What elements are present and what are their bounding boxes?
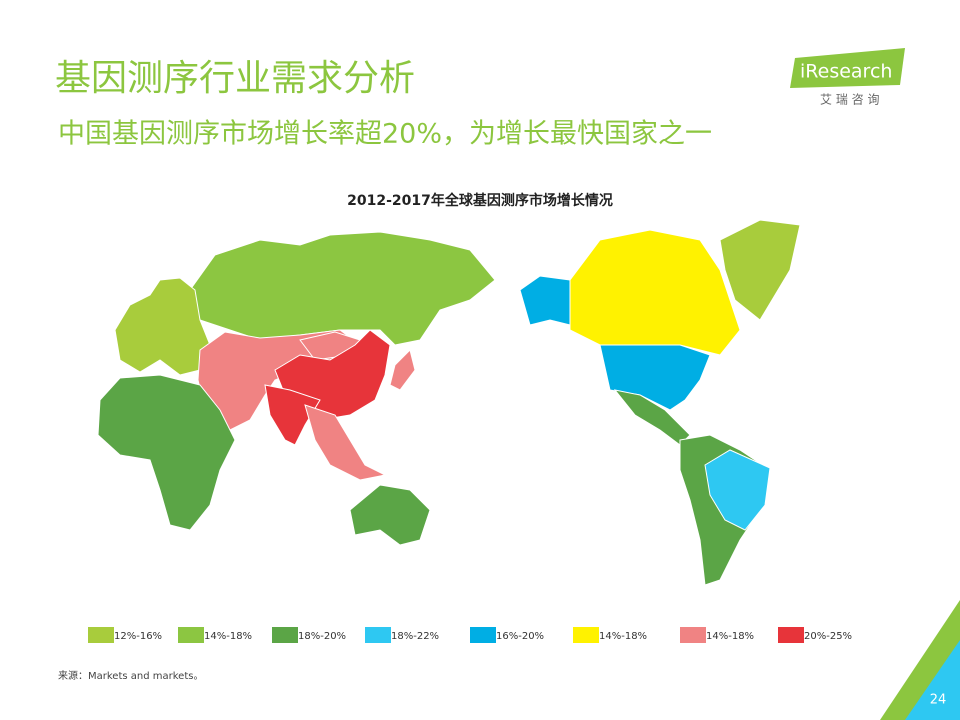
southeast-asia — [304, 404, 387, 481]
brazil — [704, 449, 771, 531]
legend-swatch — [178, 627, 204, 643]
russia — [189, 231, 496, 346]
legend-label: 18%-20% — [298, 631, 346, 642]
logo-tagline: 艾 瑞 咨 询 — [820, 92, 879, 107]
legend-label: 16%-20% — [496, 631, 544, 642]
legend-swatch — [88, 627, 114, 643]
legend-label: 12%-16% — [114, 631, 162, 642]
europe — [114, 277, 211, 376]
title: 基因测序行业需求分析 — [55, 58, 415, 99]
legend-label: 14%-18% — [599, 631, 647, 642]
logo-badge — [790, 48, 905, 88]
page-number: 24 — [930, 693, 947, 708]
legend-swatch — [365, 627, 391, 643]
subtitle: 中国基因测序市场增长率超20%，为增长最快国家之一 — [58, 119, 712, 150]
corner-deco-blue — [905, 640, 960, 720]
legend-label: 14%-18% — [204, 631, 252, 642]
legend-swatch — [470, 627, 496, 643]
legend: 12%-16% 14%-18% 18%-20% 18%-22% 16%-20% 14%-1… — [88, 627, 852, 643]
legend-swatch — [778, 627, 804, 643]
india — [264, 384, 321, 446]
legend-swatch — [573, 627, 599, 643]
africa — [97, 374, 236, 531]
usa — [599, 344, 711, 411]
legend-swatch — [680, 627, 706, 643]
legend-swatch — [272, 627, 298, 643]
australia — [349, 484, 431, 546]
alaska — [519, 275, 571, 326]
source: 来源：Markets and markets。 — [58, 669, 203, 682]
world-map — [97, 219, 801, 586]
map-title: 2012-2017年全球基因测序市场增长情况 — [347, 192, 613, 209]
japan — [389, 349, 416, 391]
legend-label: 18%-22% — [391, 631, 439, 642]
canada — [569, 229, 741, 356]
legend-label: 20%-25% — [804, 631, 852, 642]
legend-label: 14%-18% — [706, 631, 754, 642]
greenland — [719, 219, 801, 321]
logo-name: iResearch — [800, 61, 892, 83]
